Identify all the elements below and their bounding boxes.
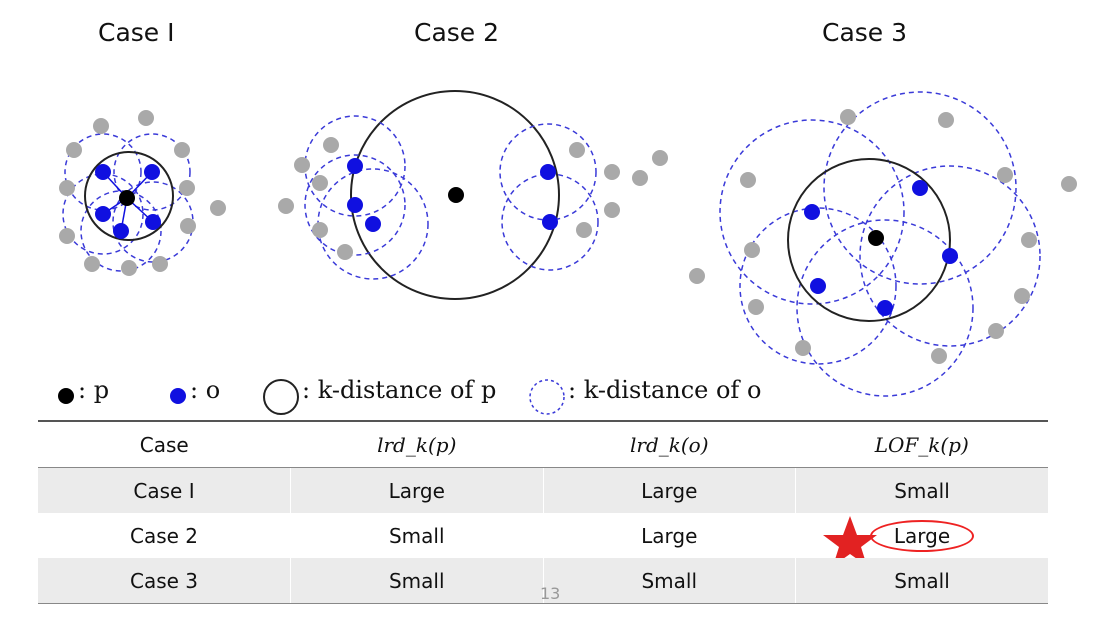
table-cell: Case I (38, 467, 291, 513)
case-2-diagram (278, 90, 668, 300)
table-cell: Small (795, 467, 1048, 513)
table-row: Case 2 Small Large Large (38, 513, 1048, 558)
legend-o-label: : o (190, 376, 221, 404)
table-cell: Large (290, 467, 543, 513)
header-case: Case (38, 420, 291, 468)
legend-o-dot (170, 388, 186, 404)
table-cell: Small (290, 558, 543, 604)
table-cell: Small (290, 513, 543, 558)
case-3-title: Case 3 (822, 18, 908, 47)
legend-p-dot (58, 388, 74, 404)
legend (58, 379, 565, 415)
legend-k-o-label: : k-distance of o (568, 376, 762, 404)
table-header-row: Case lrd_k(p) lrd_k(o) LOF_k(p) (38, 420, 1048, 468)
table-cell: Case 3 (38, 558, 291, 604)
k-distance-p-circle (787, 158, 951, 322)
legend-k-p-circle (263, 379, 299, 415)
case-1-title: Case I (98, 18, 175, 47)
k-distance-p-circle (350, 90, 560, 300)
table-row: Case 3 Small Small Small (38, 558, 1048, 604)
lof-table: Case lrd_k(p) lrd_k(o) LOF_k(p) Case I L… (38, 420, 1048, 604)
case-2-title: Case 2 (414, 18, 500, 47)
header-lof-p: LOF_k(p) (795, 420, 1048, 468)
legend-k-o-circle (529, 379, 565, 415)
case-3-diagram (689, 91, 1077, 397)
table-cell-highlight: Large (795, 513, 1048, 558)
table-cell: Small (795, 558, 1048, 604)
legend-p-label: : p (78, 376, 110, 404)
legend-k-p-label: : k-distance of p (302, 376, 497, 404)
case-1-diagram (59, 110, 226, 276)
page-number: 13 (540, 584, 561, 603)
header-lrd-p: lrd_k(p) (290, 420, 543, 468)
table-cell: Small (542, 558, 796, 604)
header-lrd-o: lrd_k(o) (543, 420, 796, 468)
k-distance-p-circle (84, 151, 174, 241)
table-cell: Large (542, 513, 796, 558)
table-cell: Large (542, 467, 796, 513)
table-cell: Case 2 (129, 523, 199, 548)
highlight-circle: Large (869, 519, 975, 552)
table-row: Case I Large Large Small (38, 467, 1048, 513)
